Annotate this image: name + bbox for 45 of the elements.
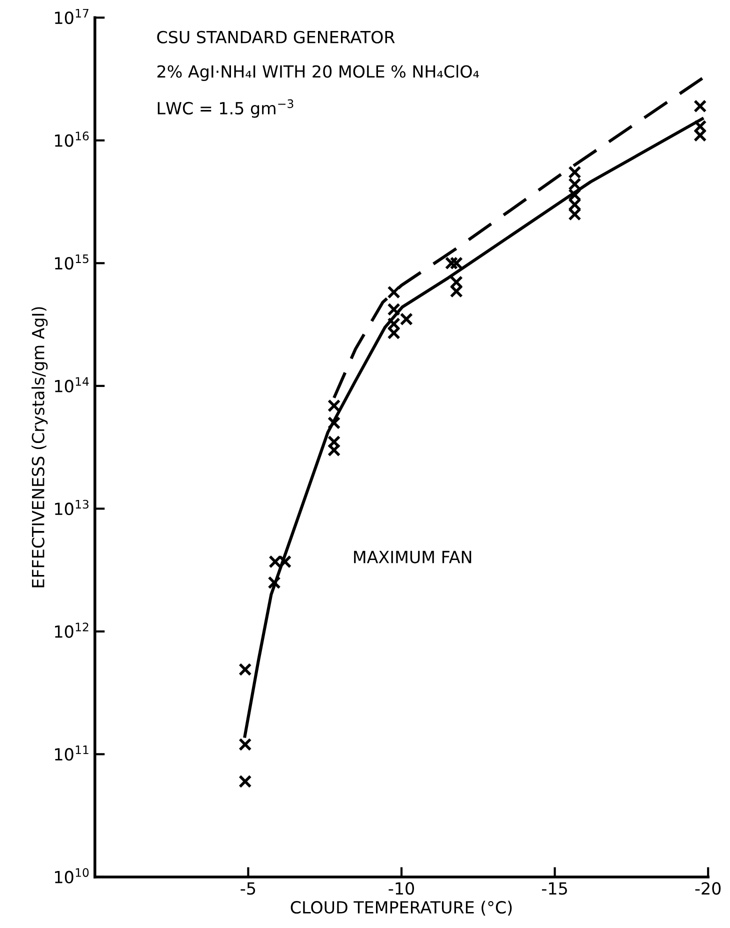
point (268, 576, 281, 590)
text: 2% AgI·NH₄I WITH 20 MOLE % NH₄ClO₄ (157, 64, 479, 82)
point (694, 100, 707, 113)
point (400, 312, 413, 326)
point (328, 435, 341, 448)
point (387, 317, 400, 330)
y-tick-label: 10$^{11}$ (55, 746, 88, 761)
line-series (243, 117, 704, 738)
y-tick-label: 10$^{13}$ (55, 500, 88, 516)
y-tick-label: 10$^{16}$ (55, 132, 89, 147)
point (238, 774, 252, 788)
line-series (332, 76, 704, 400)
x-tick-label: -20 (695, 882, 721, 895)
point (450, 276, 463, 289)
annotation: LWC = 1.5 gm$^{−3}$ (158, 99, 294, 118)
x-tick-label: -15 (542, 882, 567, 895)
point (568, 188, 582, 202)
point (568, 166, 582, 179)
x-tick-label: -10 (388, 882, 414, 895)
point (238, 738, 252, 752)
x-tick-label: -5 (240, 882, 256, 895)
point (450, 284, 463, 298)
point (387, 326, 400, 340)
point (387, 286, 400, 299)
point (450, 256, 463, 270)
point (328, 399, 341, 412)
y-tick-label: 10$^{12}$ (55, 622, 88, 638)
y-tick-label: 10$^{10}$ (55, 868, 89, 884)
y-tick-label: 10$^{15}$ (55, 254, 88, 270)
point (328, 416, 341, 430)
point (387, 302, 400, 316)
point (444, 256, 458, 270)
point (238, 662, 252, 676)
text: CSU STANDARD GENERATOR (157, 30, 395, 44)
annotation: MAXIMUM FAN (354, 550, 472, 564)
y-tick-label: 10$^{17}$ (55, 8, 88, 24)
point (568, 208, 582, 221)
point (568, 178, 582, 191)
point (694, 128, 707, 142)
y-tick-label: 10$^{14}$ (55, 377, 89, 392)
point (328, 444, 341, 457)
point (694, 120, 707, 133)
x-axis-title: CLOUD TEMPERATURE (°C) (290, 900, 512, 916)
y-axis-title: EFFECTIVENESS (Crystals/gm AgI) (32, 307, 48, 588)
point (568, 198, 582, 212)
